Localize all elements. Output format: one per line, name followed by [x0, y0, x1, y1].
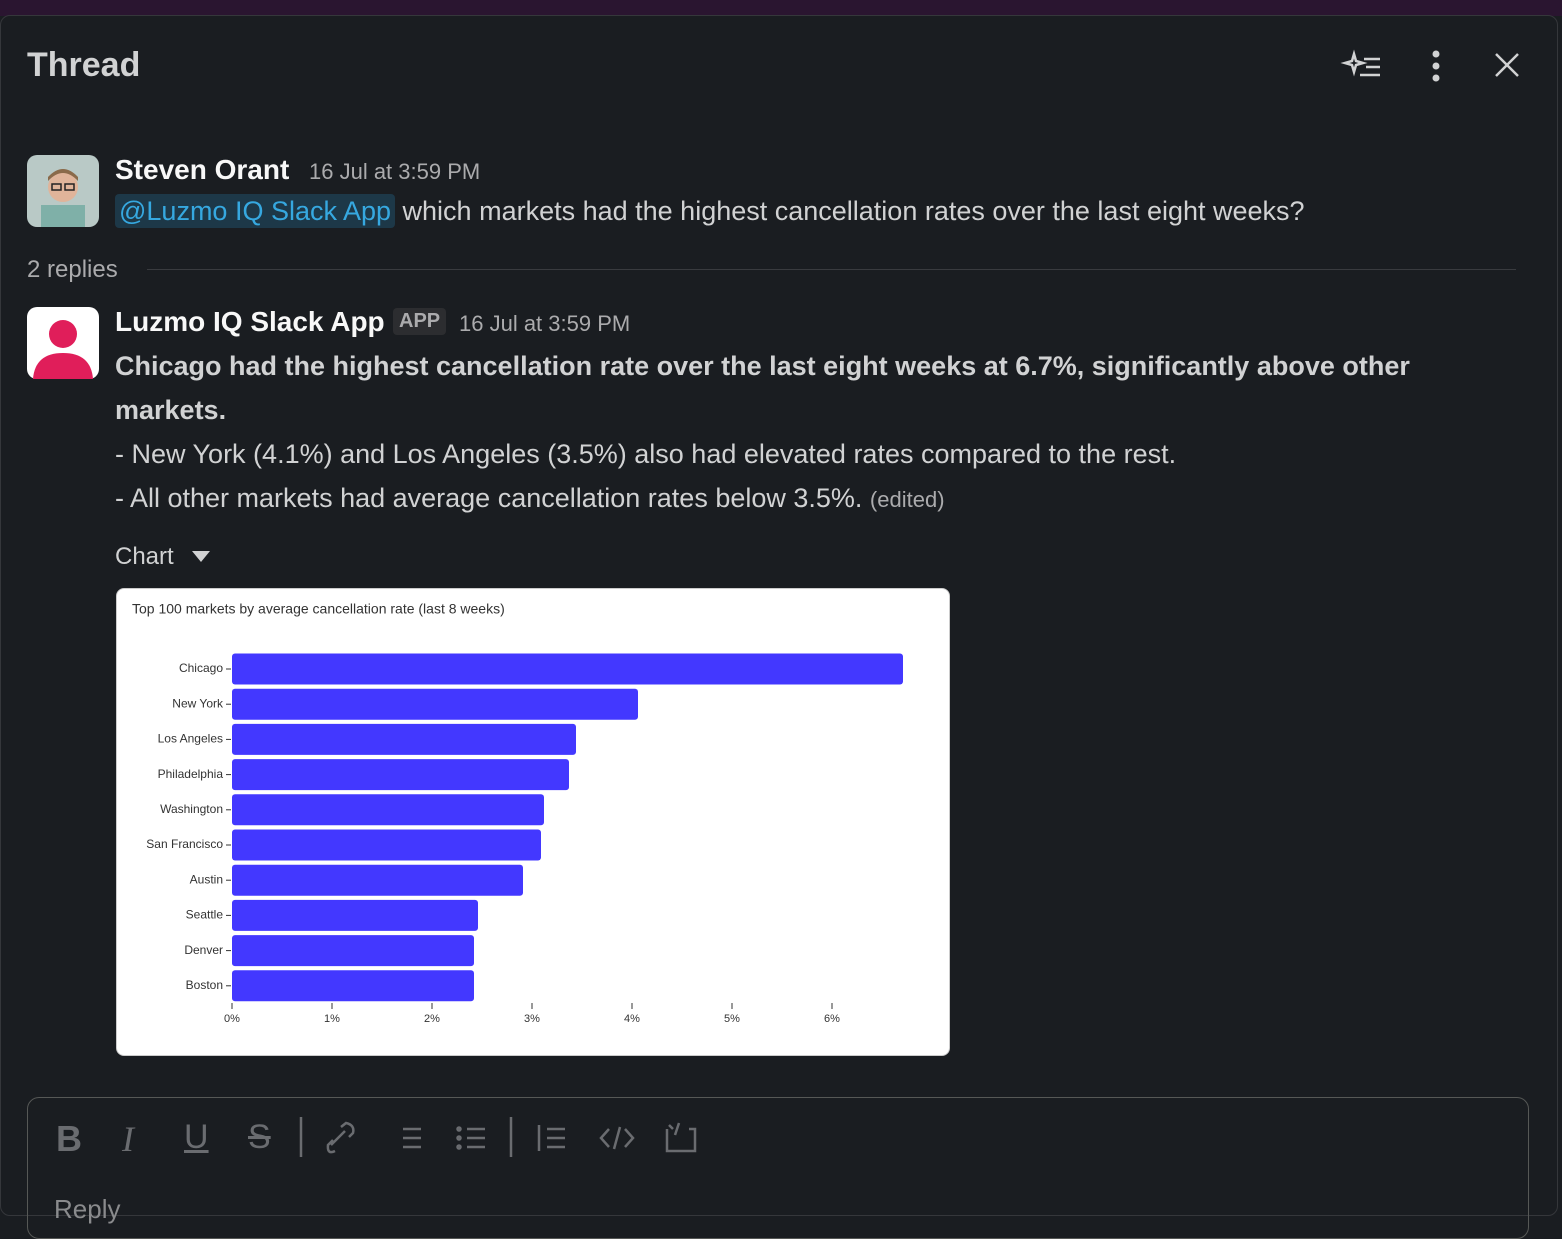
timestamp[interactable]: 16 Jul at 3:59 PM — [459, 311, 631, 336]
y-tick-label: Denver — [184, 943, 223, 957]
toolbar-icons — [299, 1117, 697, 1157]
x-tick-label: 0% — [224, 1013, 240, 1025]
bullet-line: - New York (4.1%) and Los Angeles (3.5%)… — [115, 439, 1177, 469]
top-bar — [0, 0, 1562, 16]
y-tick-label: Philadelphia — [158, 767, 224, 781]
thread-title: Thread — [27, 46, 141, 84]
y-tick-label: Boston — [186, 978, 223, 992]
ai-icon[interactable] — [1340, 49, 1380, 77]
y-tick-label: New York — [172, 696, 224, 710]
bullet-line: - All other markets had average cancella… — [115, 483, 863, 513]
caret-icon — [192, 551, 211, 562]
divider — [147, 269, 1516, 270]
mention[interactable]: @Luzmo IQ Slack App — [115, 194, 396, 228]
edited-label: (edited) — [869, 487, 945, 512]
bold-button[interactable]: B — [56, 1118, 82, 1159]
attachment-toggle[interactable]: Chart — [115, 543, 212, 571]
author-name[interactable]: Steven Orant — [115, 154, 290, 185]
y-tick-label: San Francisco — [146, 837, 223, 851]
bar — [232, 653, 903, 685]
close-icon[interactable] — [1495, 53, 1519, 77]
underline-button[interactable]: U — [184, 1118, 209, 1156]
y-tick-label: Washington — [160, 802, 223, 816]
x-tick-label: 1% — [324, 1013, 340, 1025]
bar — [232, 759, 569, 791]
bar — [232, 829, 541, 861]
quote-icon[interactable] — [537, 1125, 565, 1151]
app-badge: APP — [393, 308, 447, 335]
bar — [232, 794, 544, 826]
header-icons — [1340, 49, 1519, 82]
composer-placeholder[interactable]: Reply — [54, 1194, 121, 1224]
replies-count: 2 replies — [27, 256, 118, 283]
bullet-line-row: - All other markets had average cancella… — [115, 476, 945, 522]
x-tick-label: 2% — [424, 1013, 440, 1025]
x-tick-label: 3% — [524, 1013, 540, 1025]
link-icon[interactable] — [326, 1121, 355, 1154]
x-tick-label: 5% — [724, 1013, 740, 1025]
x-tick-label: 6% — [824, 1013, 840, 1025]
y-tick-label: Chicago — [179, 661, 223, 675]
code-icon[interactable] — [599, 1126, 635, 1150]
message-text: @Luzmo IQ Slack App which markets had th… — [115, 194, 1305, 228]
bar — [232, 899, 478, 931]
bar — [232, 723, 576, 755]
chart-title: Top 100 markets by average cancellation … — [132, 601, 505, 617]
bullet-list-icon[interactable] — [456, 1126, 486, 1150]
chart: Top 100 markets by average cancellation … — [132, 601, 903, 1025]
bar — [232, 688, 638, 720]
italic-button[interactable]: I — [122, 1119, 134, 1159]
timestamp[interactable]: 16 Jul at 3:59 PM — [309, 159, 481, 184]
y-tick-label: Austin — [190, 872, 223, 886]
code-block-icon[interactable] — [665, 1122, 697, 1153]
message-body: which markets had the highest cancellati… — [402, 196, 1305, 226]
summary: Chicago had the highest cancellation rat… — [115, 351, 1410, 425]
bar — [232, 935, 474, 967]
author-name[interactable]: Luzmo IQ Slack App — [115, 306, 385, 337]
x-tick-label: 4% — [624, 1013, 640, 1025]
chart-card: Top 100 markets by average cancellation … — [116, 588, 950, 1056]
bar — [232, 970, 474, 1002]
strike-button[interactable]: S — [248, 1118, 271, 1156]
avatar-steven — [27, 155, 99, 227]
ordered-list-icon[interactable] — [403, 1127, 421, 1149]
bar — [232, 864, 523, 896]
attachment-label[interactable]: Chart — [115, 543, 174, 570]
y-tick-label: Seattle — [186, 908, 224, 922]
y-tick-label: Los Angeles — [158, 732, 223, 746]
avatar-app — [27, 307, 99, 379]
more-icon[interactable] — [1432, 50, 1440, 82]
